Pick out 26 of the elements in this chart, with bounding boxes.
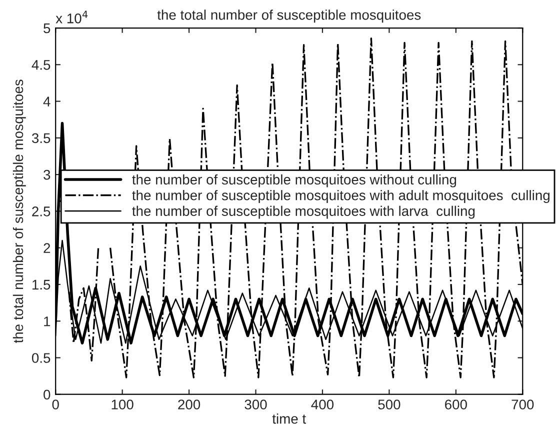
- x-tick-label: 0: [52, 400, 59, 410]
- y-tick-label: 4.5: [32, 60, 50, 70]
- y-tick-label: 1: [44, 316, 50, 326]
- y-tick-label: 3: [44, 170, 50, 180]
- x-tick-label: 200: [178, 400, 200, 410]
- y-tick-label: 3.5: [32, 133, 50, 144]
- x-tick-label: 100: [112, 400, 134, 410]
- legend-label: the number of susceptible mosquitoes with larva culling: [132, 206, 475, 219]
- legend-label: the number of susceptible mosquitoes without culling: [132, 174, 456, 188]
- legend-label: the number of susceptible mosquitoes with adult mosquitoes culling: [132, 190, 550, 204]
- x-axis-title: time t: [272, 414, 306, 424]
- y-tick-label: 4: [43, 96, 50, 106]
- y-tick-label: 2: [44, 243, 50, 253]
- y-tick-label: 0: [44, 390, 50, 400]
- x-tick-label: 600: [445, 400, 467, 410]
- y-tick-label: 2.5: [32, 206, 50, 216]
- y-tick-label: 0.5: [32, 353, 50, 363]
- x-tick-label: 400: [311, 400, 334, 410]
- y-axis-title: the total number of susceptible mosquitoes: [12, 80, 26, 343]
- x-tick-label: 300: [244, 400, 267, 410]
- x-tick-label: 500: [378, 400, 400, 410]
- y-tick-label: 5: [44, 23, 50, 34]
- y-tick-label: 1.5: [32, 280, 50, 290]
- x-tick-label: 700: [512, 400, 534, 410]
- text: x 10$^{4}$: [56, 10, 88, 24]
- chart-title: the total number of susceptible mosquitoes: [157, 10, 421, 23]
